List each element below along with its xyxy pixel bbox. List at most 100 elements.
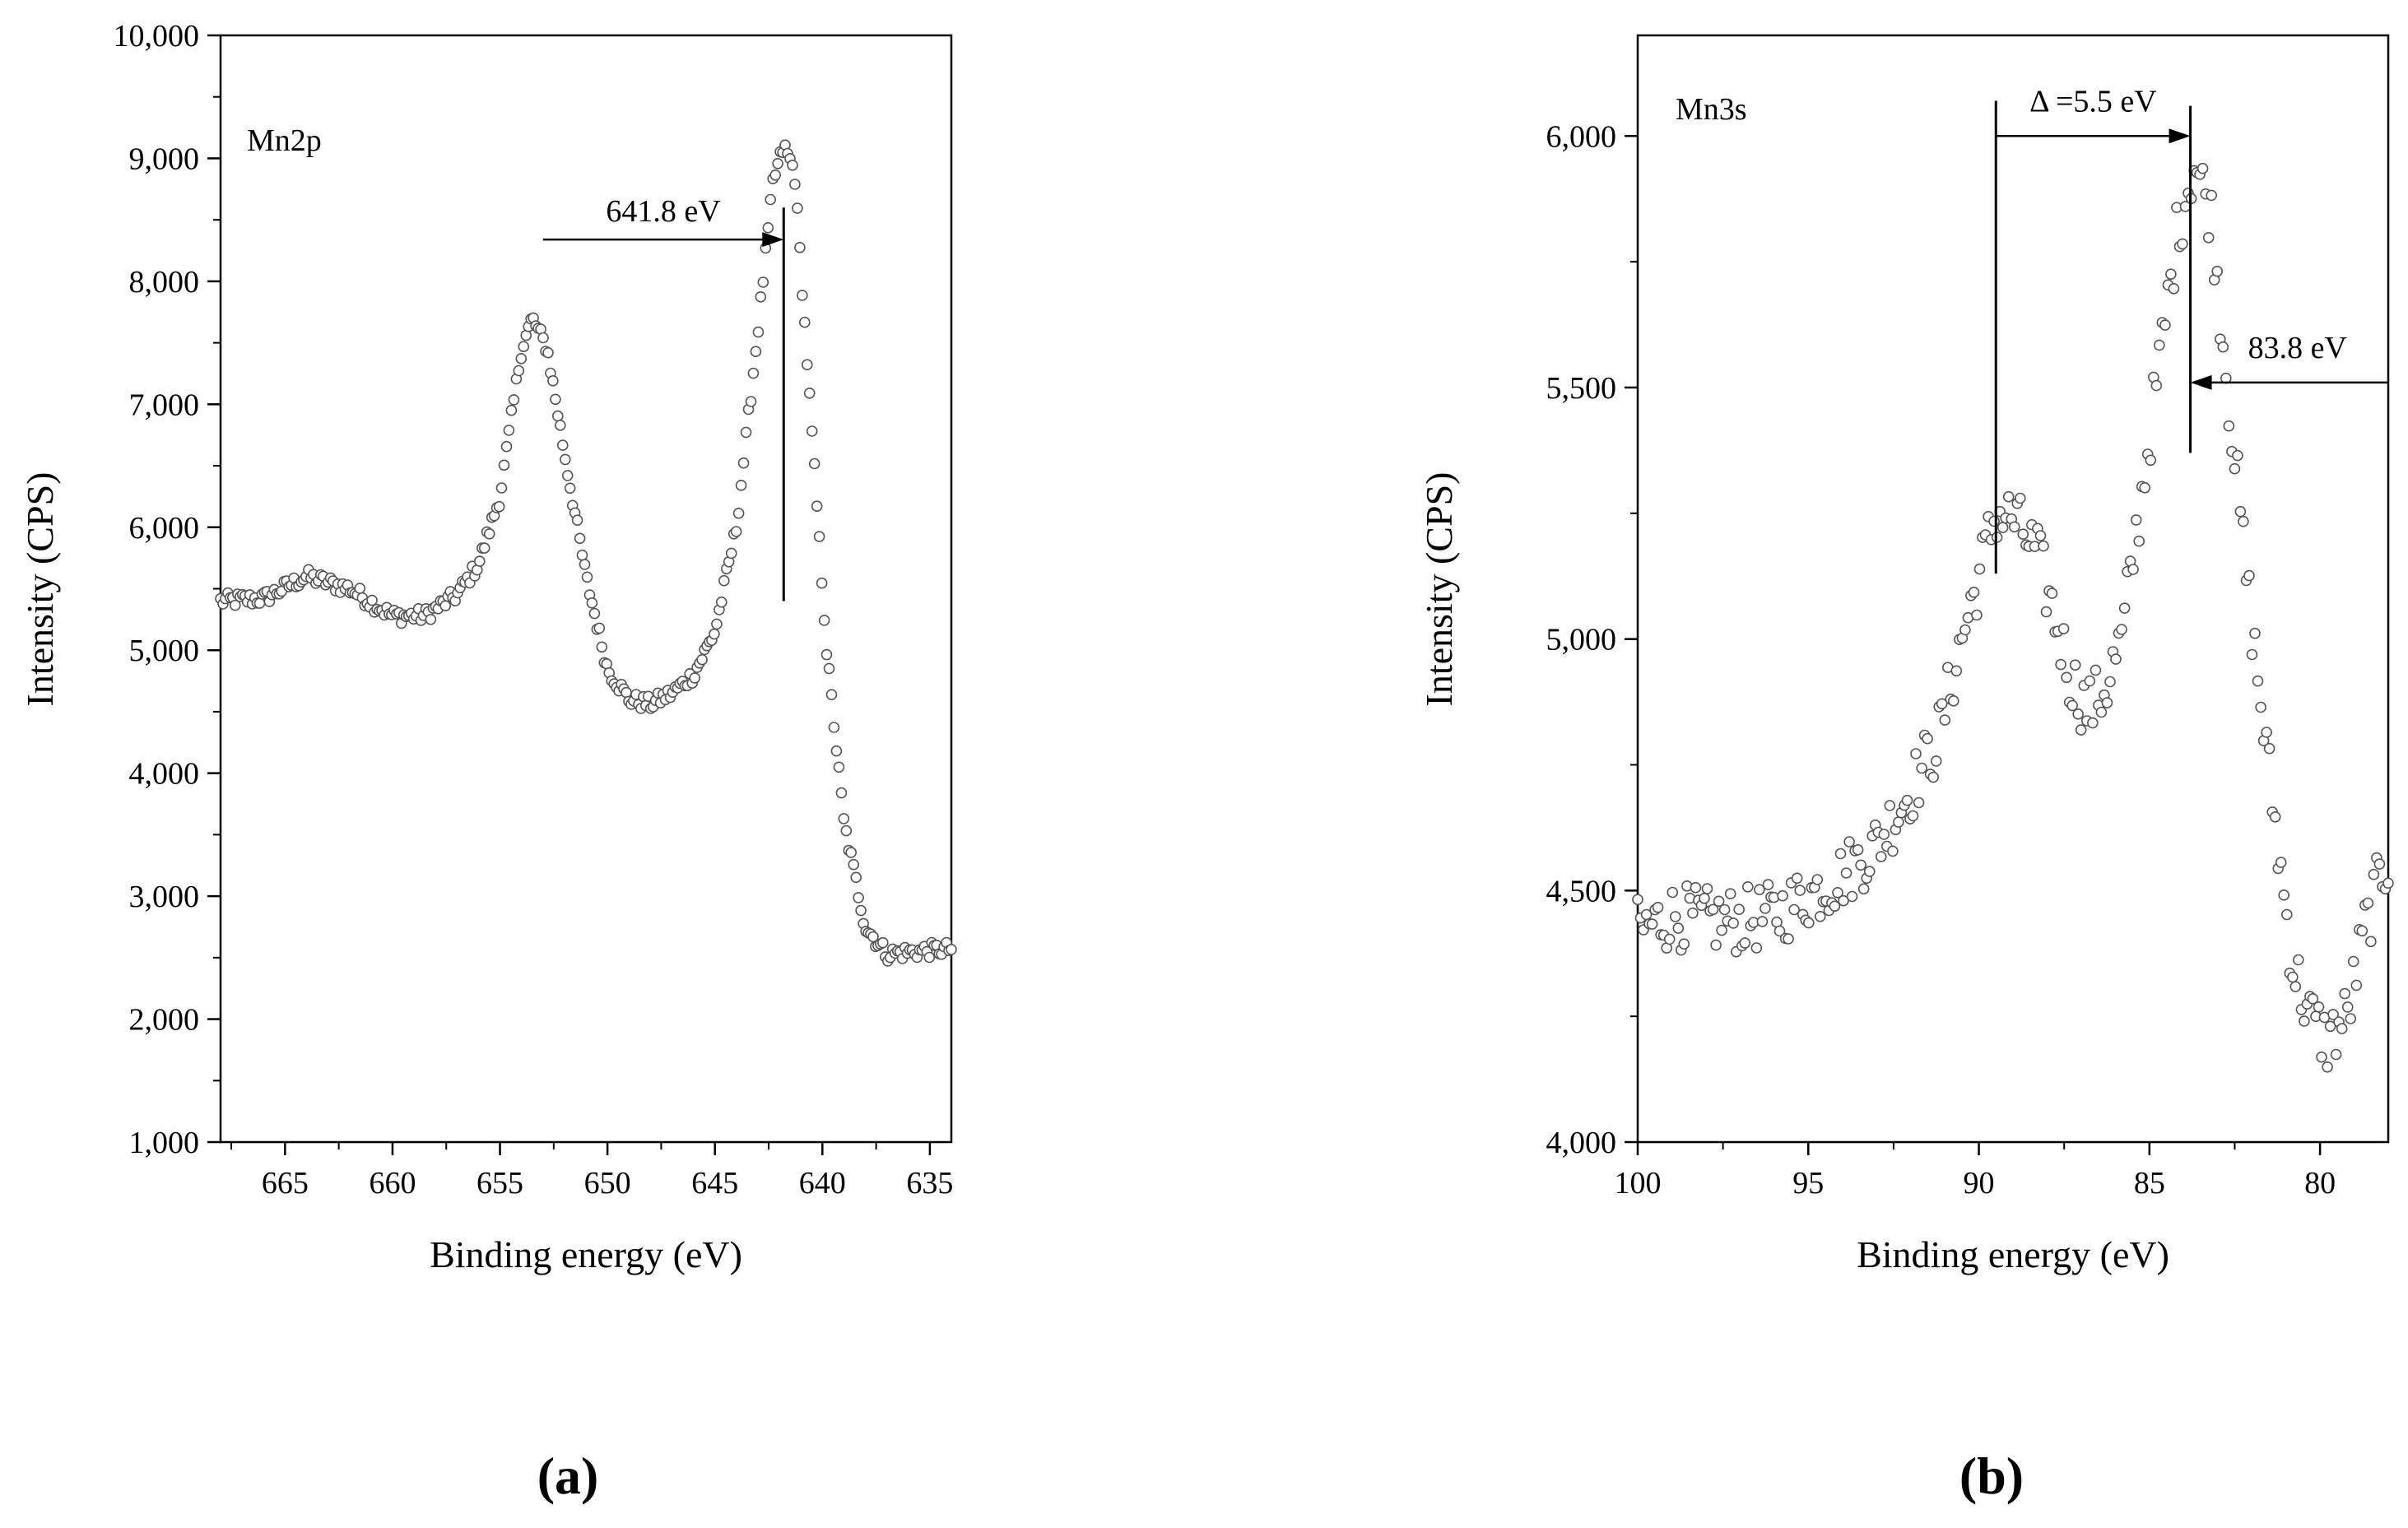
data-point [789,179,801,190]
data-point [2316,1051,2327,1063]
data-point [946,944,957,955]
data-point [823,662,835,675]
data-point [503,425,515,436]
data-point [478,542,490,554]
region-label-a: Mn2p [247,123,322,158]
data-point [1670,911,1681,922]
data-point [923,951,936,964]
data-point [354,583,366,594]
data-point [1803,917,1815,929]
data-point [1777,889,1788,902]
data-point [1855,859,1866,871]
data-point [2281,908,2293,921]
data-point [2118,602,2131,614]
data-point [2101,697,2113,708]
data-point [1948,694,1959,707]
data-point [1754,884,1765,895]
data-point [2145,454,2157,467]
data-point [2313,1001,2325,1013]
data-point [1716,924,1727,936]
x-tick-label: 100 [1615,1166,1662,1201]
data-point [2069,659,2081,671]
data-point [1783,933,1794,945]
data-point [2249,627,2261,639]
data-point [559,453,571,466]
data-point [818,615,830,626]
y-tick-label: 4,000 [1546,1126,1617,1160]
y-axis-ticks-b: 4,000 4,500 5,000 5,500 6,000 [1546,119,1638,1160]
data-point [564,482,576,495]
data-point [840,824,853,837]
data-point [1678,938,1690,950]
data-point [1815,911,1826,922]
data-point [689,672,701,684]
arrow-head [2169,128,2191,144]
data-point [2345,1013,2356,1024]
data-point [1699,893,1710,904]
data-point [586,597,598,609]
data-point [755,290,767,303]
data-point [1913,797,1925,809]
data-point [1950,665,1963,677]
data-point [2133,535,2145,547]
x-tick-label: 80 [2304,1166,2336,1201]
x-tick-label: 645 [691,1166,738,1201]
data-point [2087,717,2099,729]
data-point [752,326,765,338]
data-point [709,628,720,640]
data-point [1667,886,1679,899]
y-axis-label-b: Intensity (CPS) [1418,472,1460,707]
data-point [1901,794,1913,806]
data-point [2365,936,2377,948]
data-point [1834,848,1847,860]
data-point [2275,857,2287,868]
data-point [425,613,437,625]
data-point [2339,987,2350,1000]
data-point [2269,810,2281,823]
delta-label: Δ =5.5 eV [2029,84,2157,118]
data-point [1997,522,2009,533]
y-tick-label: 3,000 [129,880,200,914]
annotation-a: 641.8 eV [542,194,785,601]
data-point [1672,922,1685,934]
data-point [547,374,559,387]
data-point [1710,939,1722,951]
data-point [850,871,862,884]
data-point [725,547,737,560]
data-point [1863,866,1876,877]
data-point [730,526,742,537]
data-point [2139,481,2150,494]
data-point [2278,889,2289,901]
data-point [2217,341,2229,353]
data-point [2238,515,2249,527]
data-point [513,365,525,377]
data-point [2057,623,2070,634]
data-point [2002,490,2015,503]
data-point [550,393,561,406]
x-axis-ticks-a: 665 660 655 650 645 640 635 [230,1142,953,1201]
data-point [1713,895,1725,908]
y-tick-label: 7,000 [129,388,200,422]
data-point [601,657,613,670]
arrow-head [762,232,784,248]
data-point [855,904,867,917]
data-point [500,440,513,453]
data-point [2287,971,2299,983]
data-point [2336,1023,2348,1034]
data-point [2110,653,2122,665]
data-point [576,549,588,561]
data-point [740,426,752,439]
panel-label-b: (b) [1959,1447,2024,1505]
x-tick-label: 660 [369,1166,416,1201]
data-point [765,193,777,206]
plot-frame-a [219,34,953,1144]
data-point [820,648,833,661]
data-point [2263,742,2276,755]
data-point [2246,648,2258,661]
data-point [2293,954,2304,966]
data-point [808,457,820,470]
data-point [2159,319,2171,331]
data-point [735,479,747,491]
data-point [2322,1061,2333,1073]
data-point [792,202,803,214]
